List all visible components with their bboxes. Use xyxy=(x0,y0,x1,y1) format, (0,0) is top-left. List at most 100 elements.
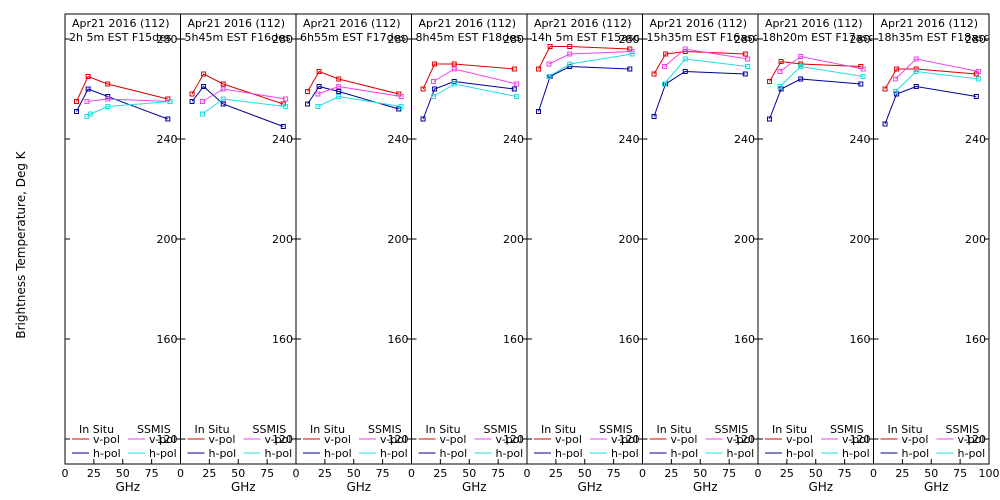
ssmis-vpol-point xyxy=(546,61,552,67)
ssmis-hpol-point xyxy=(167,99,173,104)
x-tick-label: 50 xyxy=(231,467,245,480)
in-situ-vpol-point xyxy=(547,44,553,49)
y-tick-label: 200 xyxy=(157,233,178,246)
in-situ-hpol-point xyxy=(536,109,542,114)
ssmis-hpol-point xyxy=(860,74,866,79)
panel-date: Apr21 2016 (112) xyxy=(765,17,863,30)
in-situ-vpol-point xyxy=(105,81,111,87)
panel-4: 120 160 200 240 280 0 25 50 75 GHz Apr21 2016 (112… xyxy=(408,13,528,494)
in-situ-hpol-point xyxy=(280,124,286,129)
panel-2: 120 160 200 240 280 0 25 50 75 GHz Apr21 2016 (112… xyxy=(177,13,297,494)
in-situ-hpol-point xyxy=(85,86,91,92)
x-tick-label: 25 xyxy=(202,467,216,480)
panel-1: 120 160 200 240 280 0 25 50 75 GHz Apr21 2016 (112… xyxy=(62,13,181,494)
in-situ-hpol-line xyxy=(191,85,284,127)
legend-ssmis: SSMIS xyxy=(368,423,402,436)
x-tick-label: 0 xyxy=(870,467,877,480)
in-situ-hpol-point xyxy=(742,71,748,77)
panel-time: 18h20m EST F17asc xyxy=(762,31,874,44)
panel-date: Apr21 2016 (112) xyxy=(534,17,632,30)
legend-label-hpol: h-pol xyxy=(958,447,986,460)
x-tick-label: 50 xyxy=(578,467,592,480)
in-situ-hpol-point xyxy=(165,116,171,122)
in-situ-hpol-point xyxy=(420,116,426,122)
ssmis-vpol-point xyxy=(798,54,804,59)
x-tick-label: 25 xyxy=(549,467,563,480)
legend-in-situ: In Situ xyxy=(310,423,345,436)
ssmis-hpol-point xyxy=(546,74,552,79)
y-tick-label: 240 xyxy=(850,133,871,146)
ssmis-vpol-point xyxy=(398,94,404,99)
panel-title: Apr21 2016 (112)14h 5m EST F15asc xyxy=(531,17,640,44)
in-situ-hpol-point xyxy=(651,114,657,119)
y-tick-label: 200 xyxy=(965,233,986,246)
x-tick-label: 25 xyxy=(433,467,447,480)
x-tick-label: 25 xyxy=(664,467,678,480)
in-situ-hpol-point xyxy=(882,121,888,127)
legend-in-situ: In Situ xyxy=(772,423,807,436)
legend-label-hpol: h-pol xyxy=(671,447,699,460)
in-situ-hpol-point xyxy=(316,84,322,89)
legend-label-vpol: v-pol xyxy=(958,433,985,446)
in-situ-vpol-point xyxy=(74,99,80,104)
legend-label-hpol: h-pol xyxy=(727,447,755,460)
x-tick-label: 25 xyxy=(895,467,909,480)
y-tick-label: 280 xyxy=(850,33,871,46)
panel-title: Apr21 2016 (112)15h35m EST F16asc xyxy=(647,17,759,44)
in-situ-hpol-line xyxy=(76,88,168,120)
ssmis-hpol-point xyxy=(798,64,804,69)
in-situ-hpol-line xyxy=(422,80,515,120)
legend-label-hpol: h-pol xyxy=(380,447,408,460)
legend-in-situ: In Situ xyxy=(195,423,230,436)
legend-label-hpol: h-pol xyxy=(842,447,870,460)
legend-label-vpol: v-pol xyxy=(555,433,582,446)
x-tick-label: 0 xyxy=(62,467,69,480)
x-axis-label: GHz xyxy=(808,480,833,494)
y-tick-label: 120 xyxy=(272,433,293,446)
in-situ-vpol-line xyxy=(884,68,977,90)
panel-date: Apr21 2016 (112) xyxy=(303,17,401,30)
legend-ssmis: SSMIS xyxy=(599,423,633,436)
panel-time: 2h 5m EST F15des xyxy=(69,31,172,44)
in-situ-hpol-point xyxy=(767,116,773,122)
y-tick-label: 160 xyxy=(850,333,871,346)
ssmis-hpol-point xyxy=(629,51,635,57)
in-situ-vpol-line xyxy=(422,63,515,90)
ssmis-vpol-point xyxy=(860,66,866,72)
panel-date: Apr21 2016 (112) xyxy=(188,17,286,30)
legend-ssmis: SSMIS xyxy=(946,423,980,436)
y-tick-label: 160 xyxy=(619,333,640,346)
x-axis-label: GHz xyxy=(346,480,371,494)
y-tick-label: 160 xyxy=(388,333,409,346)
y-tick-label: 280 xyxy=(272,33,293,46)
panel-time: 15h35m EST F16asc xyxy=(647,31,759,44)
y-tick-label: 280 xyxy=(388,33,409,46)
in-situ-hpol-point xyxy=(858,81,864,87)
y-tick-label: 120 xyxy=(388,433,409,446)
x-tick-label: 50 xyxy=(693,467,707,480)
ssmis-vpol-line xyxy=(202,88,286,102)
ssmis-hpol-point xyxy=(283,104,289,109)
legend-label-vpol: v-pol xyxy=(727,433,754,446)
legend-label-hpol: h-pol xyxy=(149,447,177,460)
x-tick-label: 100 xyxy=(979,467,1000,480)
y-tick-label: 240 xyxy=(619,133,640,146)
in-situ-vpol-point xyxy=(451,61,457,67)
in-situ-hpol-point xyxy=(305,101,311,107)
x-axis-label: GHz xyxy=(577,480,602,494)
ssmis-vpol-line xyxy=(548,51,633,65)
ssmis-vpol-line xyxy=(86,98,171,102)
legend-label-vpol: v-pol xyxy=(380,433,407,446)
ssmis-vpol-point xyxy=(892,76,898,82)
in-situ-hpol-point xyxy=(189,99,195,104)
legend-in-situ: In Situ xyxy=(888,423,923,436)
x-tick-label: 25 xyxy=(318,467,332,480)
x-tick-label: 50 xyxy=(809,467,823,480)
legend-label-vpol: v-pol xyxy=(265,433,292,446)
ssmis-hpol-point xyxy=(745,64,751,69)
x-axis-label: GHz xyxy=(462,480,487,494)
ssmis-vpol-point xyxy=(976,69,982,74)
x-axis-label: GHz xyxy=(115,480,140,494)
in-situ-vpol-point xyxy=(220,81,226,87)
